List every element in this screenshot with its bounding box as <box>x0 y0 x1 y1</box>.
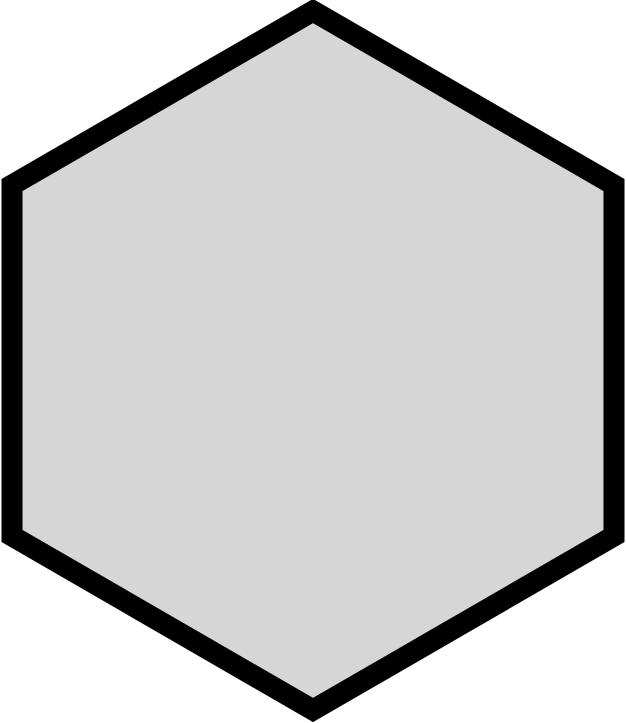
hexagon-svg <box>1 0 625 723</box>
hexagon-shape <box>1 0 625 723</box>
hexagon-canvas <box>1 0 625 723</box>
